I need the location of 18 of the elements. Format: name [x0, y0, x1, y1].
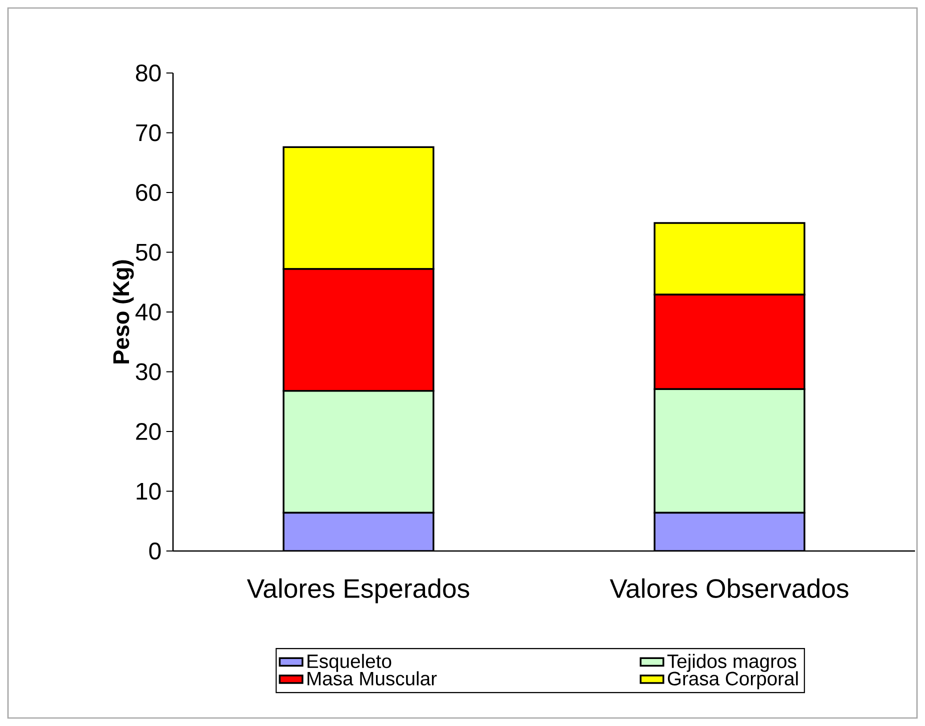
y-tick-label: 20	[136, 422, 161, 440]
y-tick-label: 0	[149, 542, 161, 560]
y-tick-label: 50	[136, 244, 161, 261]
y-tick-label: 70	[136, 124, 161, 142]
y-tick-label: 40	[135, 303, 161, 320]
y-tick-label: 80	[136, 64, 161, 82]
y-axis-title: Peso (Kg)	[112, 260, 134, 364]
bar	[654, 512, 806, 551]
x-tick-label: Valores Esperados	[246, 578, 470, 604]
x-tick-label: Valores Observados	[610, 578, 848, 598]
legend-label: Esqueleto	[308, 654, 392, 672]
legend-label: Grasa Corporal	[668, 671, 798, 690]
y-tick-label: 30	[136, 363, 161, 380]
legend-label: Masa Muscular	[308, 671, 437, 686]
bar	[282, 512, 434, 551]
legend-label: Tejidos magros	[667, 654, 796, 672]
y-tick-label: 60	[136, 184, 161, 201]
y-tick-label: 10	[136, 482, 161, 500]
